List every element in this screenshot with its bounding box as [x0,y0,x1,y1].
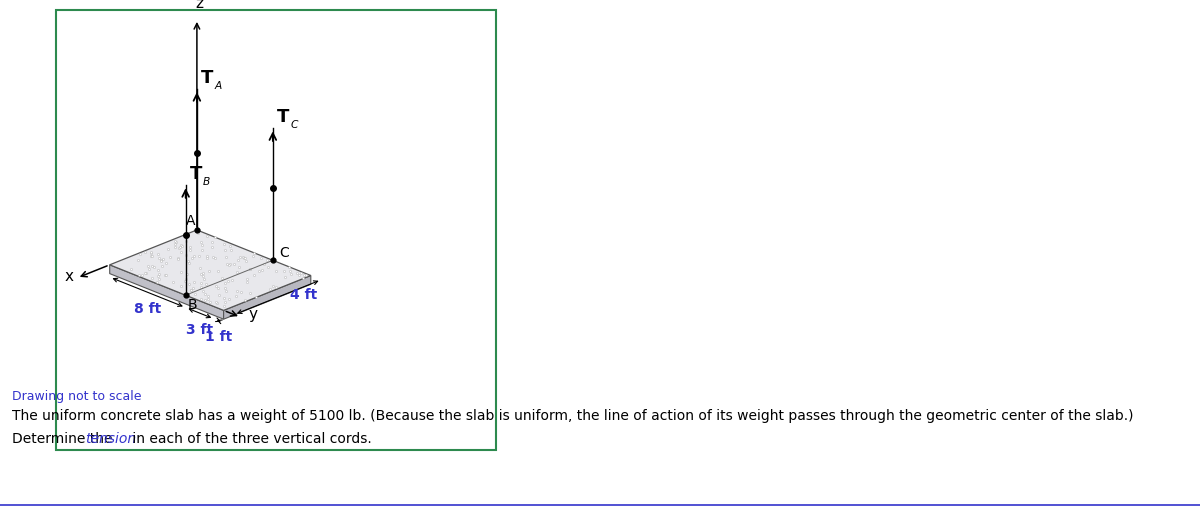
Text: $\mathbf{T}$: $\mathbf{T}$ [276,108,290,126]
Polygon shape [109,230,311,310]
Text: 8 ft: 8 ft [134,302,161,316]
Text: $_C$: $_C$ [289,115,299,131]
Text: 4 ft: 4 ft [290,288,317,302]
Text: y: y [248,308,258,322]
Text: C: C [280,246,289,260]
Text: The uniform concrete slab has a weight of 5100 lb. (Because the slab is uniform,: The uniform concrete slab has a weight o… [12,409,1134,423]
Text: z: z [196,0,203,11]
Text: x: x [65,269,73,285]
Bar [56,10,496,450]
Text: $_B$: $_B$ [203,173,211,188]
Text: 1 ft: 1 ft [205,331,233,344]
Polygon shape [223,275,311,319]
Text: tension: tension [85,432,136,446]
Text: Determine the: Determine the [12,432,116,446]
Text: B: B [188,298,198,312]
Text: 3 ft: 3 ft [186,323,214,337]
Text: $\mathbf{T}$: $\mathbf{T}$ [190,165,204,183]
Text: A: A [186,214,196,228]
Text: Drawing not to scale: Drawing not to scale [12,390,142,403]
Text: in each of the three vertical cords.: in each of the three vertical cords. [128,432,372,446]
Polygon shape [109,265,223,319]
Text: $\mathbf{T}$: $\mathbf{T}$ [200,69,215,87]
Text: $_A$: $_A$ [214,77,223,91]
